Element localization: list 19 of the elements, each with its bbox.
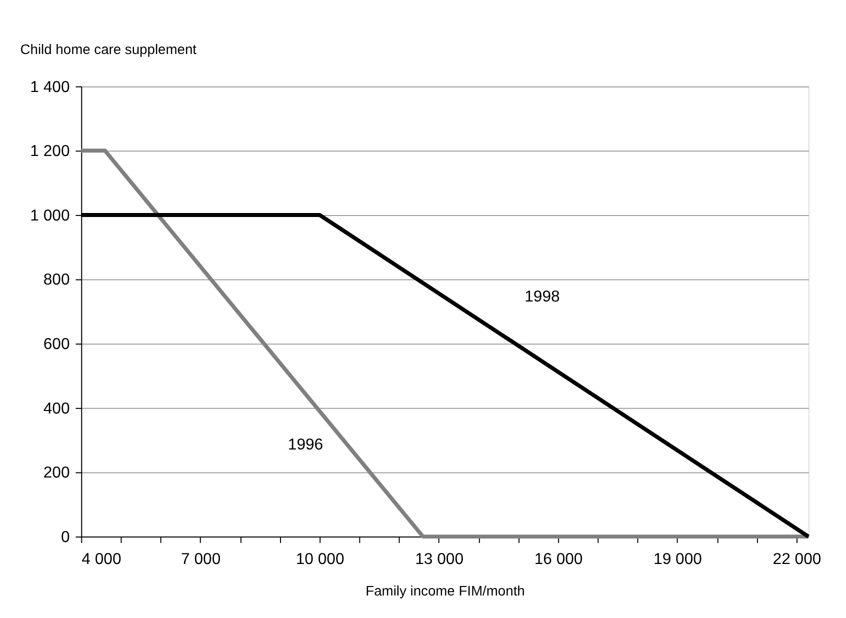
text: 1998 bbox=[524, 288, 560, 306]
x-tick-label: 16 000 bbox=[534, 550, 583, 568]
x-tick-label: 4 000 bbox=[82, 550, 122, 568]
y-tick-label: 600 bbox=[43, 336, 70, 354]
y-axis-title: Child home care supplement bbox=[20, 41, 197, 58]
y-tick-label: 800 bbox=[43, 272, 70, 289]
y-tick-label: 1 200 bbox=[30, 143, 70, 160]
y-tick-label: 200 bbox=[43, 464, 70, 482]
x-tick-label: 19 000 bbox=[654, 550, 702, 568]
y-tick-label: 1 000 bbox=[30, 207, 70, 224]
y-tick-label: 1 400 bbox=[30, 78, 70, 96]
y-tick-label: 0 bbox=[60, 528, 70, 546]
x-tick-label: 7 000 bbox=[181, 550, 221, 568]
x-axis-title: Family income FIM/month bbox=[366, 582, 525, 598]
x-tick-label: 10 000 bbox=[296, 550, 344, 568]
x-tick-label: 22 000 bbox=[772, 550, 822, 568]
y-tick-label: 400 bbox=[43, 400, 70, 418]
series-label: 1996 bbox=[288, 436, 324, 454]
x-tick-label: 13 000 bbox=[415, 550, 464, 568]
